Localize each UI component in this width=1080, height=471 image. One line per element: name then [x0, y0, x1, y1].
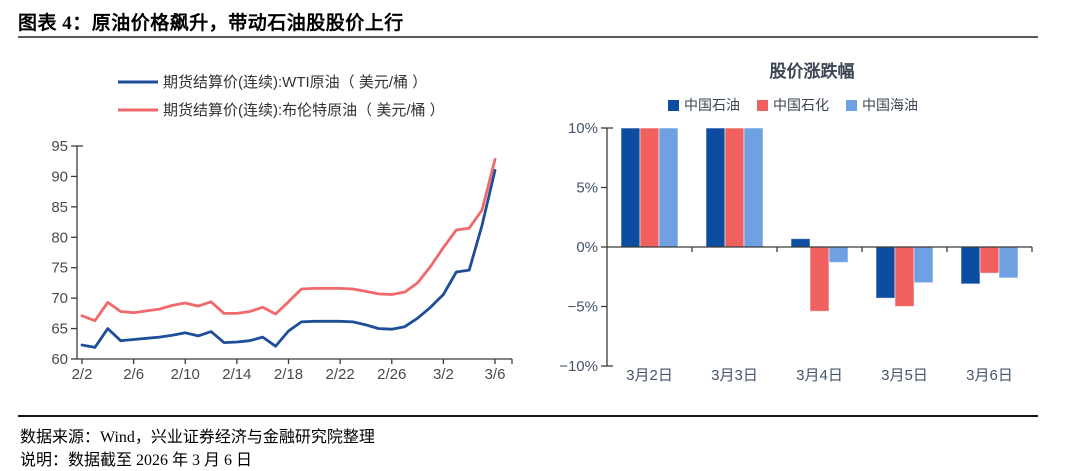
bar-x-label: 3月4日 [796, 367, 843, 384]
y-tick-label: 80 [51, 229, 68, 246]
y-tick-label: 65 [51, 321, 68, 338]
title-divider [18, 36, 1038, 39]
x-tick-label: 2/6 [123, 366, 144, 383]
y-tick-label: 70 [51, 290, 68, 307]
x-tick-label: 3/2 [433, 366, 454, 383]
bar-y-tick-label: 10% [568, 120, 598, 137]
cnooc-bar [998, 246, 1019, 279]
bar-y-tick-label: 0% [576, 239, 598, 256]
cnooc-bar [913, 246, 934, 284]
sinopec-bar [724, 127, 745, 248]
y-tick-label: 85 [51, 199, 68, 216]
wti-legend-label: 期货结算价(连续):WTI原油（ 美元/桶 ） [163, 73, 427, 91]
x-tick-label: 2/18 [274, 366, 303, 383]
brent-price-line [80, 158, 497, 323]
note-text: 说明：数据截至 2026 年 3 月 6 日 [20, 452, 253, 469]
bar-y-tick-label: −5% [568, 299, 598, 316]
petrochina-bar [705, 127, 726, 248]
petrochina-bar [875, 246, 896, 299]
cnooc-bar [658, 127, 679, 248]
figure-title: 图表 4：原油价格飙升，带动石油股股价上行 [18, 13, 404, 34]
sinopec-legend-label: 中国石化 [773, 97, 829, 113]
wti-price-line [80, 168, 497, 349]
sinopec-bar [639, 127, 660, 248]
y-tick-label: 75 [51, 260, 68, 277]
sinopec-bar [809, 246, 830, 312]
sinopec-legend-swatch [757, 100, 768, 111]
bar-chart-axes [601, 127, 1033, 367]
bar-x-label: 3月3日 [711, 367, 758, 384]
y-tick-label: 60 [51, 351, 68, 368]
sinopec-bar [979, 246, 1000, 274]
sinopec-bar [894, 246, 915, 307]
y-tick-label: 95 [51, 138, 68, 155]
cnooc-bar [828, 246, 849, 263]
x-tick-label: 2/14 [222, 366, 251, 383]
bar-y-tick-label: −10% [559, 358, 598, 375]
petrochina-legend-swatch [668, 100, 679, 111]
data-source-text: 数据来源：Wind，兴业证券经济与金融研究院整理 [20, 429, 375, 446]
x-tick-label: 3/6 [485, 366, 506, 383]
petrochina-bar [960, 246, 981, 285]
cnooc-legend-swatch [846, 100, 857, 111]
petrochina-bar [620, 127, 641, 248]
bar-chart-title: 股价涨跌幅 [770, 61, 855, 81]
cnooc-legend-label: 中国海油 [862, 97, 918, 113]
x-tick-label: 2/22 [326, 366, 355, 383]
petrochina-legend-label: 中国石油 [684, 97, 740, 113]
bar-x-label: 3月6日 [966, 367, 1013, 384]
bar-y-tick-label: 5% [576, 180, 598, 197]
x-tick-label: 2/2 [72, 366, 93, 383]
petrochina-bar [790, 238, 811, 248]
line-chart-axes [71, 145, 513, 364]
bar-x-label: 3月5日 [881, 367, 928, 384]
x-tick-label: 2/10 [171, 366, 200, 383]
oil-price-line-chart: 期货结算价(连续):WTI原油（ 美元/桶 ） 期货结算价(连续):布伦特原油（ … [51, 73, 513, 383]
cnooc-bar [743, 127, 764, 248]
x-tick-label: 2/26 [377, 366, 406, 383]
bar-x-label: 3月2日 [626, 367, 673, 384]
y-tick-label: 90 [51, 168, 68, 185]
brent-legend-label: 期货结算价(连续):布伦特原油（ 美元/桶 ） [163, 101, 445, 119]
footer-divider [18, 415, 1038, 417]
